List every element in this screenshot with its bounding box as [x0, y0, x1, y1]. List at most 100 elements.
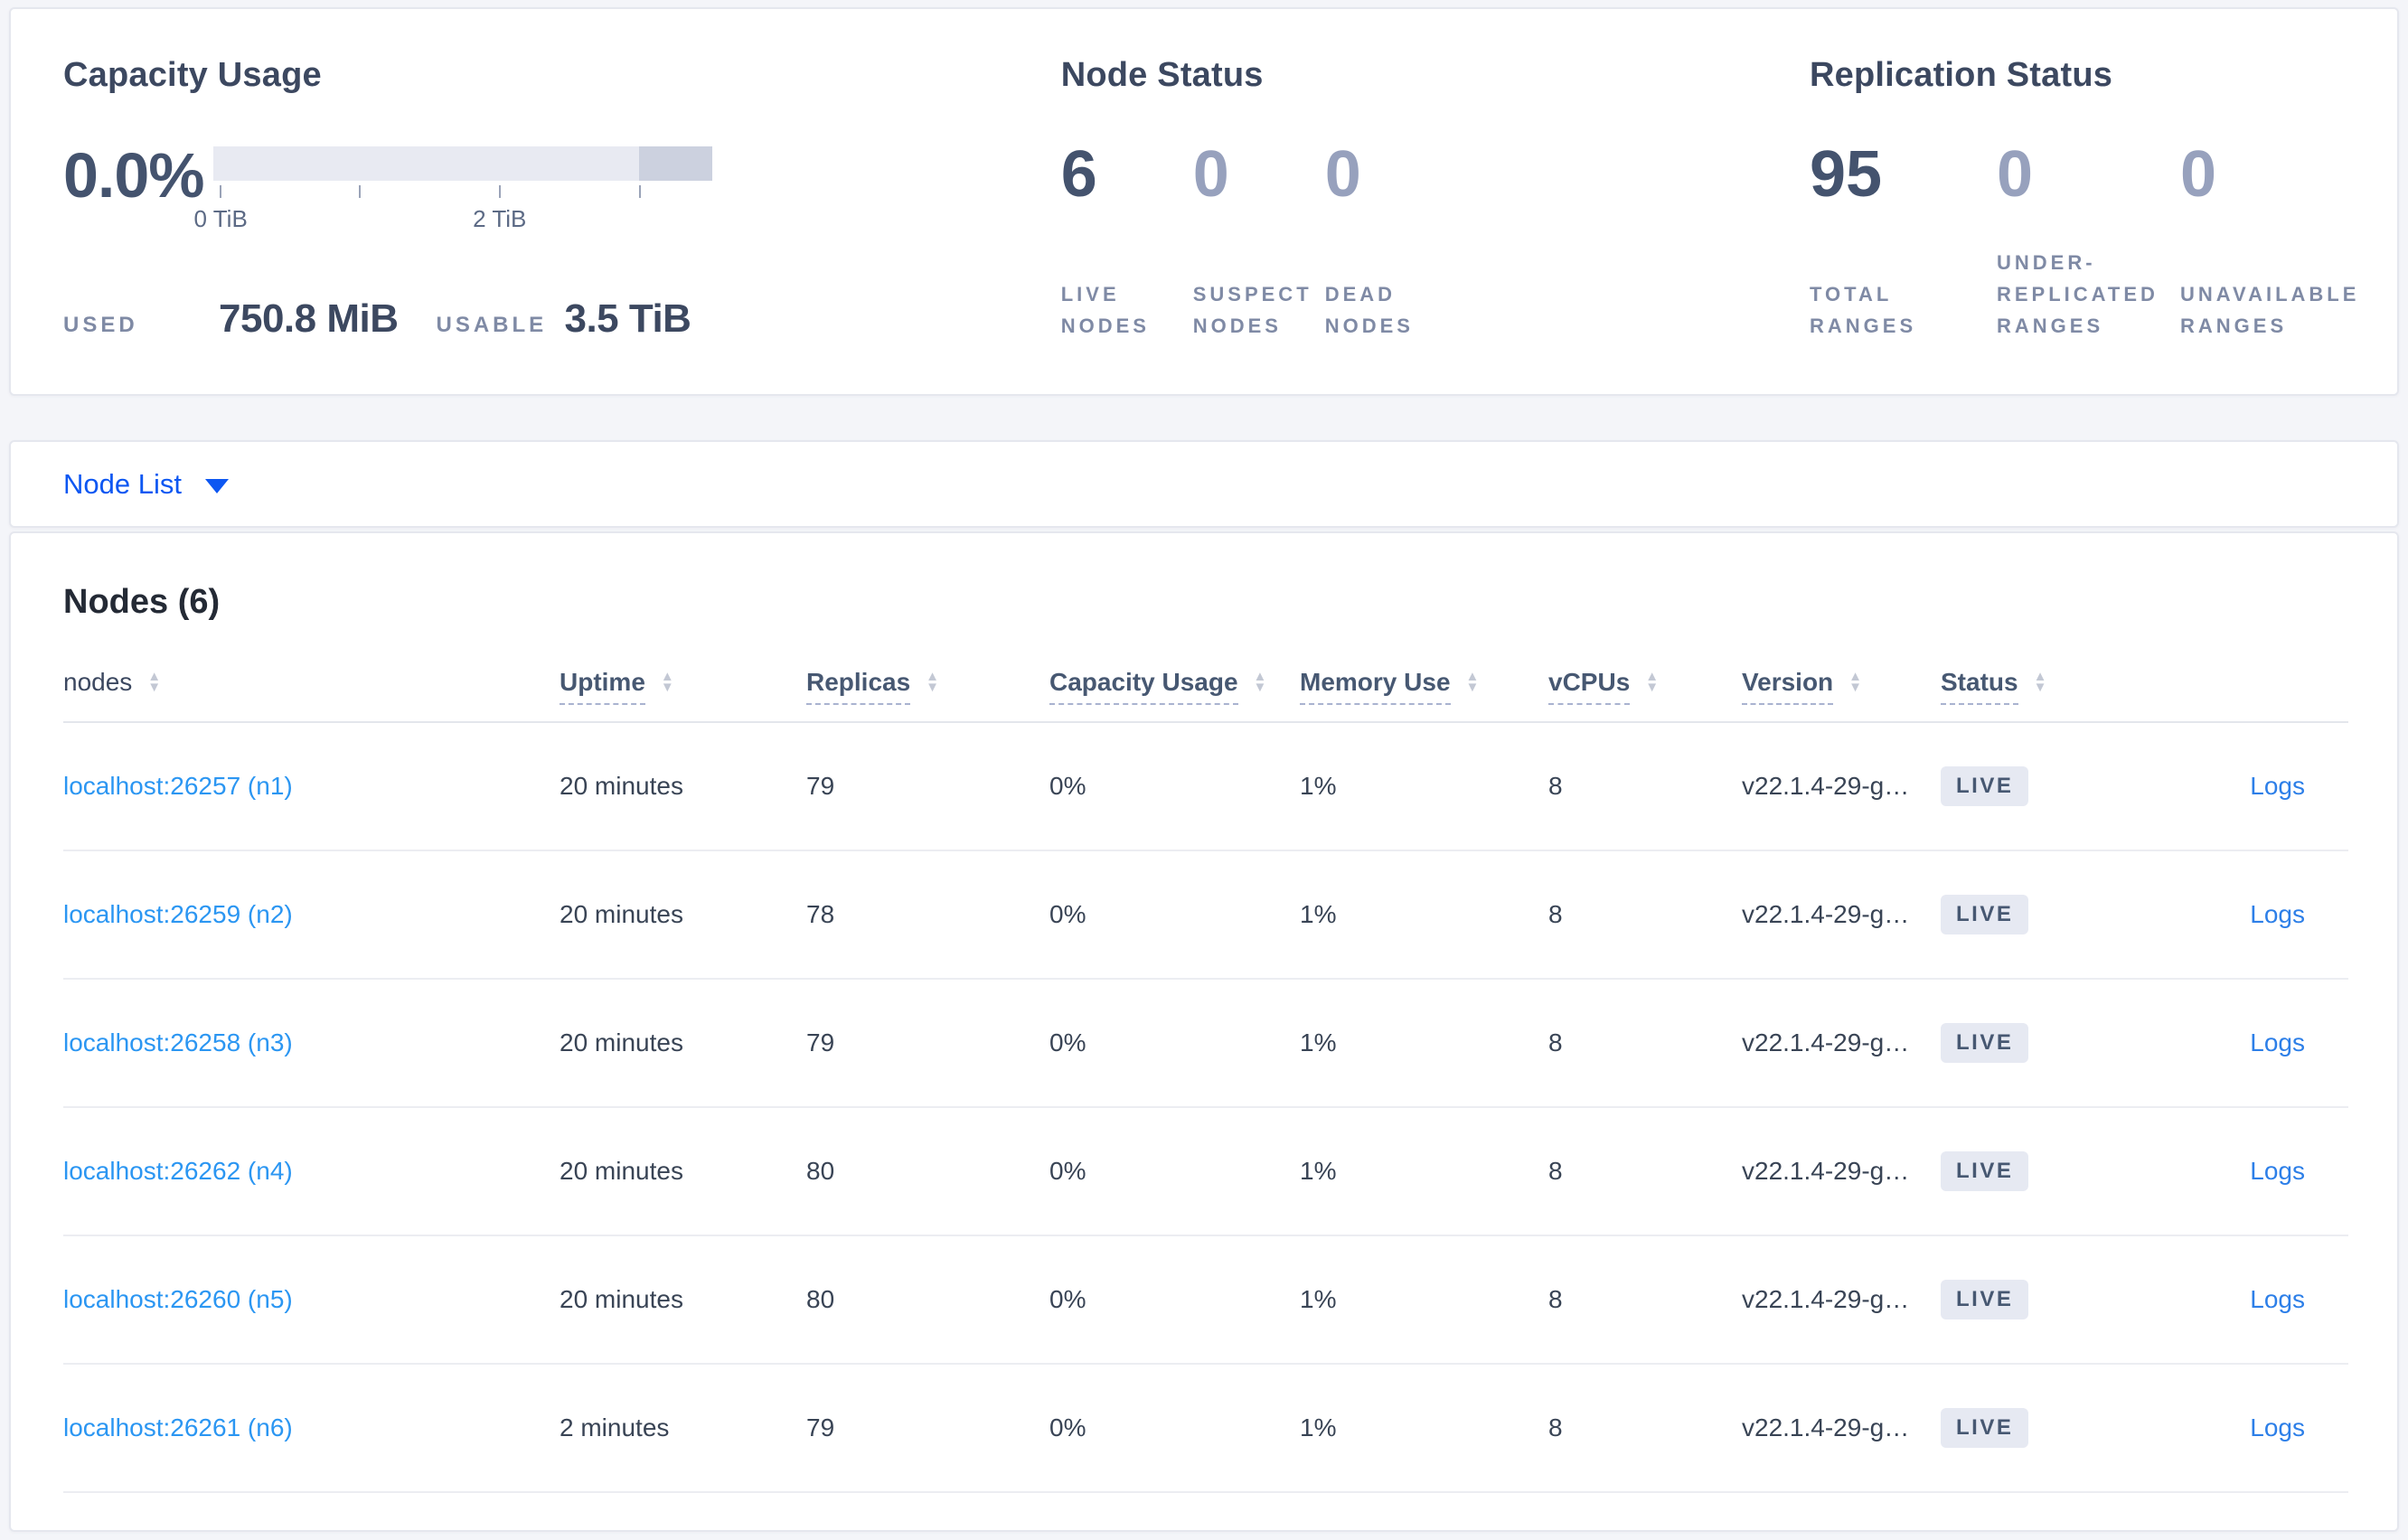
suspect-nodes-label: SUSPECT NODES [1192, 283, 1312, 337]
replication-status-section: Replication Status 95 TOTAL RANGES 0 UND… [1810, 54, 2397, 394]
sort-icon: ▲ ▼ [1848, 669, 1863, 695]
vcpus-cell: 8 [1548, 900, 1563, 928]
sort-icon: ▲ ▼ [660, 669, 674, 695]
logs-link[interactable]: Logs [2250, 1028, 2305, 1056]
node-status-title: Node Status [1060, 56, 1264, 94]
column-header-memory-use[interactable]: Memory Use ▲ ▼ [1300, 668, 1548, 705]
status-cell: LIVE [1941, 895, 2112, 934]
vcpus-cell: 8 [1548, 1285, 1563, 1313]
memory-use-cell: 1% [1300, 1413, 1337, 1441]
capacity-usage-cell: 0% [1049, 900, 1086, 928]
node-link[interactable]: localhost:26257 (n1) [63, 772, 293, 800]
node-list-dropdown[interactable]: Node List [63, 470, 229, 498]
replicas-cell: 80 [806, 1285, 835, 1313]
uptime-cell: 20 minutes [560, 1157, 683, 1185]
node-name-cell: localhost:26262 (n4) [63, 1157, 560, 1186]
table-row: localhost:26260 (n5) 20 minutes 80 0% 1%… [63, 1236, 2348, 1365]
logs-link[interactable]: Logs [2250, 900, 2305, 928]
node-link[interactable]: localhost:26262 (n4) [63, 1157, 293, 1185]
sort-icon: ▲ ▼ [1465, 669, 1480, 695]
node-name-cell: localhost:26260 (n5) [63, 1285, 560, 1314]
column-header-capacity-usage[interactable]: Capacity Usage ▲ ▼ [1049, 668, 1300, 705]
capacity-usage-cell: 0% [1049, 1028, 1086, 1056]
version-cell: v22.1.4-29-g… [1742, 1285, 1910, 1313]
node-link[interactable]: localhost:26258 (n3) [63, 1028, 293, 1056]
status-badge: LIVE [1941, 1151, 2029, 1191]
sort-icon: ▲ ▼ [147, 669, 162, 695]
logs-link[interactable]: Logs [2250, 1413, 2305, 1441]
uptime-cell: 20 minutes [560, 1285, 683, 1313]
replication-status-title: Replication Status [1810, 56, 2113, 94]
uptime-cell: 2 minutes [560, 1413, 670, 1441]
nodes-table-body: localhost:26257 (n1) 20 minutes 79 0% 1%… [63, 723, 2348, 1493]
vcpus-cell: 8 [1548, 772, 1563, 800]
used-label: USED [63, 313, 138, 337]
dead-nodes-stat: 0 DEAD NODES [1324, 142, 1457, 342]
under-replicated-ranges-stat: 0 UNDER-REPLICATED RANGES [1997, 142, 2180, 342]
capacity-usage-cell: 0% [1049, 1157, 1086, 1185]
replicas-cell: 79 [806, 772, 835, 800]
live-nodes-stat: 6 LIVE NODES [1061, 142, 1193, 342]
column-header-nodes[interactable]: nodes ▲ ▼ [63, 667, 162, 696]
chevron-down-icon [204, 478, 229, 493]
node-name-cell: localhost:26261 (n6) [63, 1413, 560, 1442]
axis-tick [359, 185, 362, 198]
total-ranges-count: 95 [1810, 138, 1883, 211]
version-cell: v22.1.4-29-g… [1742, 900, 1910, 928]
status-cell: LIVE [1941, 1280, 2112, 1319]
column-header-replicas[interactable]: Replicas ▲ ▼ [806, 668, 1049, 705]
suspect-nodes-stat: 0 SUSPECT NODES [1192, 142, 1325, 342]
unavailable-ranges-stat: 0 UNAVAILABLE RANGES [2180, 142, 2397, 342]
dead-nodes-label: DEAD NODES [1324, 283, 1414, 337]
logs-cell: Logs [2112, 900, 2348, 929]
memory-use-cell: 1% [1300, 900, 1337, 928]
version-cell: v22.1.4-29-g… [1742, 772, 1910, 800]
node-name-cell: localhost:26258 (n3) [63, 1028, 560, 1057]
column-header-version[interactable]: Version ▲ ▼ [1742, 668, 1941, 705]
version-cell: v22.1.4-29-g… [1742, 1028, 1910, 1056]
capacity-used-percent: 0.0% [63, 140, 205, 211]
vcpus-cell: 8 [1548, 1413, 1563, 1441]
nodes-table-header: nodes ▲ ▼ Uptime ▲ ▼ Replicas ▲ ▼ Capacity … [63, 651, 2348, 723]
table-row: localhost:26261 (n6) 2 minutes 79 0% 1% … [63, 1365, 2348, 1493]
replicas-cell: 80 [806, 1157, 835, 1185]
logs-link[interactable]: Logs [2250, 1157, 2305, 1185]
status-badge: LIVE [1941, 766, 2029, 806]
memory-use-cell: 1% [1300, 1157, 1337, 1185]
column-header-status[interactable]: Status ▲ ▼ [1941, 668, 2112, 705]
memory-use-cell: 1% [1300, 1028, 1337, 1056]
nodes-heading: Nodes (6) [63, 583, 221, 621]
capacity-bar-reserved-segment [638, 146, 712, 181]
status-cell: LIVE [1941, 766, 2112, 806]
axis-tick-label: 0 TiB [193, 205, 248, 232]
table-row: localhost:26262 (n4) 20 minutes 80 0% 1%… [63, 1108, 2348, 1236]
used-value: 750.8 MiB [219, 296, 399, 341]
table-row: localhost:26257 (n1) 20 minutes 79 0% 1%… [63, 723, 2348, 851]
node-link[interactable]: localhost:26261 (n6) [63, 1413, 293, 1441]
status-cell: LIVE [1941, 1151, 2112, 1191]
nodes-table-card: Nodes (6) nodes ▲ ▼ Uptime ▲ ▼ Replicas ▲ ▼… [9, 531, 2399, 1532]
version-cell: v22.1.4-29-g… [1742, 1157, 1910, 1185]
unavailable-ranges-label: UNAVAILABLE RANGES [2180, 283, 2360, 337]
replicas-cell: 78 [806, 900, 835, 928]
logs-link[interactable]: Logs [2250, 772, 2305, 800]
under-replicated-ranges-label: UNDER-REPLICATED RANGES [1997, 251, 2159, 337]
sort-icon: ▲ ▼ [1253, 669, 1267, 695]
status-badge: LIVE [1941, 895, 2029, 934]
axis-tick-label: 2 TiB [473, 205, 527, 232]
sort-icon: ▲ ▼ [926, 669, 940, 695]
column-header-uptime[interactable]: Uptime ▲ ▼ [560, 668, 806, 705]
capacity-figures: USED 750.8 MiB USABLE 3.5 TiB [63, 296, 1061, 342]
node-link[interactable]: localhost:26259 (n2) [63, 900, 293, 928]
node-status-section: Node Status 6 LIVE NODES 0 SUSPECT NODES… [1061, 54, 1810, 394]
version-cell: v22.1.4-29-g… [1742, 1413, 1910, 1441]
sort-icon: ▲ ▼ [2033, 669, 2047, 695]
logs-link[interactable]: Logs [2250, 1285, 2305, 1313]
column-header-vcpus[interactable]: vCPUs ▲ ▼ [1548, 668, 1742, 705]
view-selector-card: Node List [9, 440, 2399, 528]
replicas-cell: 79 [806, 1413, 835, 1441]
capacity-usage-cell: 0% [1049, 1413, 1086, 1441]
node-link[interactable]: localhost:26260 (n5) [63, 1285, 293, 1313]
capacity-usage-section: Capacity Usage 0.0% 0 TiB 2 TiB USED 750.… [63, 54, 1061, 394]
